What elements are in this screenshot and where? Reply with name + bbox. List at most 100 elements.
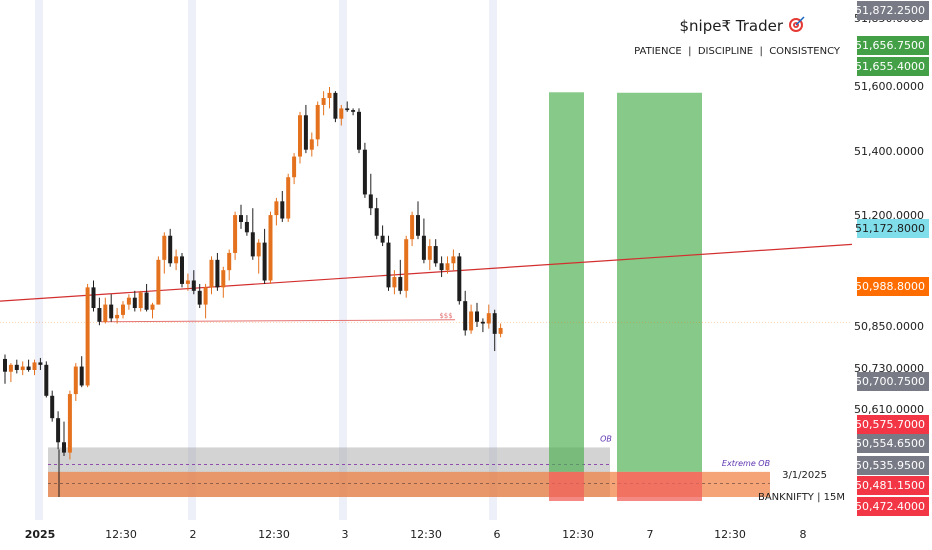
- info-symbol: BANKNIFTY | 15M: [758, 492, 845, 503]
- candle-body: [50, 395, 55, 419]
- price-tag-label: 50,700.7500: [855, 375, 925, 388]
- x-tick-label: 3: [342, 528, 349, 541]
- price-tag-label: 50,481.1500: [855, 479, 925, 492]
- candle-body: [180, 256, 184, 284]
- price-tag-label: 50,472.4000: [855, 500, 925, 513]
- candle-body: [380, 235, 385, 243]
- candle-body: [115, 314, 120, 319]
- candle-body: [38, 362, 43, 365]
- info-date: 3/1/2025: [782, 470, 827, 481]
- candle-body: [398, 277, 403, 291]
- candle-body: [357, 111, 361, 150]
- y-tick-label: 50,730.0000: [854, 362, 924, 375]
- extreme-ob-label: Extreme OB: [722, 459, 770, 468]
- session-band: [188, 0, 196, 520]
- candle-body: [298, 115, 302, 157]
- candle-body: [333, 92, 338, 119]
- brand-title: $nipe₹ Trader: [679, 17, 783, 35]
- candles: [3, 87, 503, 460]
- candle-body: [44, 364, 49, 396]
- candle-body: [368, 194, 373, 209]
- candle-body: [79, 366, 84, 386]
- candle-body: [427, 246, 432, 260]
- candle-body: [85, 287, 90, 386]
- candle-body: [73, 366, 78, 395]
- price-tag-label: 51,655.4000: [855, 60, 925, 73]
- price-axis[interactable]: 51,850.000051,600.000051,400.000051,200.…: [854, 1, 929, 516]
- candle-body: [374, 208, 379, 236]
- footer-info: 3/1/2025 BANKNIFTY | 15M: [758, 470, 845, 503]
- candle-body: [421, 235, 426, 260]
- candle-body: [14, 364, 19, 370]
- candle-body: [97, 308, 102, 322]
- x-tick-label: 12:30: [562, 528, 594, 541]
- price-tag-label: 50,535.9500: [855, 459, 925, 472]
- candle-body: [315, 104, 320, 140]
- candle-body: [56, 418, 61, 443]
- candle-body: [498, 327, 503, 334]
- y-tick-label: 51,400.0000: [854, 145, 924, 158]
- candle-body: [475, 311, 479, 322]
- candle-body: [215, 259, 220, 288]
- price-tag-bg: [857, 219, 929, 238]
- candle-body: [339, 108, 344, 119]
- price-tag-label: 51,172.8000: [855, 222, 925, 235]
- price-tag-bg: [857, 497, 929, 516]
- candle-body: [451, 256, 456, 264]
- candle-body: [32, 362, 37, 370]
- candle-body: [233, 215, 238, 253]
- candle-body: [197, 290, 202, 305]
- x-tick-label: 2: [190, 528, 197, 541]
- candle-body: [392, 277, 397, 288]
- x-tick-label: 12:30: [258, 528, 290, 541]
- candle-body: [103, 304, 108, 322]
- candle-body: [439, 263, 444, 271]
- y-tick-label: 51,600.0000: [854, 80, 924, 93]
- x-tick-label: 6: [494, 528, 501, 541]
- liquidity-label: $$$: [439, 312, 452, 320]
- candle-body: [132, 297, 137, 309]
- price-tag-label: 50,988.8000: [855, 280, 925, 293]
- x-tick-label: 12:30: [714, 528, 746, 541]
- candle-body: [463, 301, 468, 331]
- candle-body: [156, 259, 161, 305]
- price-tag-bg: [857, 57, 929, 76]
- price-tag-bg: [857, 277, 929, 296]
- candle-body: [286, 177, 291, 219]
- session-band: [489, 0, 497, 520]
- candle-body: [138, 292, 143, 309]
- candle-body: [292, 156, 297, 178]
- candle-body: [209, 259, 214, 288]
- candle-body: [480, 321, 485, 324]
- candle-body: [26, 366, 31, 370]
- candle-body: [351, 110, 356, 112]
- target-box: [617, 92, 702, 472]
- candle-body: [91, 287, 96, 309]
- session-highlights: [35, 0, 497, 520]
- candle-body: [345, 108, 350, 111]
- price-tag-label: 50,554.6500: [855, 437, 925, 450]
- target-icon: [789, 16, 805, 32]
- stop-box: [617, 471, 702, 502]
- y-tick-label: 50,850.0000: [854, 320, 924, 333]
- stop-box: [549, 471, 584, 502]
- y-tick-label: 51,200.0000: [854, 209, 924, 222]
- candle-body: [492, 313, 497, 334]
- candle-body: [126, 297, 131, 305]
- candle-body: [191, 280, 196, 291]
- candle-body: [8, 364, 13, 372]
- candle-body: [227, 252, 232, 271]
- candle-body: [239, 215, 243, 222]
- candle-body: [168, 235, 173, 264]
- candle-body: [362, 149, 367, 195]
- target-box: [549, 92, 584, 472]
- price-tag-label: 51,872.2500: [855, 4, 925, 17]
- time-axis[interactable]: 2025 12:30 2 12:30 3 12:30 6 12:30 7 12:30 8: [25, 528, 807, 541]
- candle-body: [62, 442, 66, 453]
- liquidity-line: [100, 319, 456, 323]
- candle-body: [256, 242, 261, 257]
- candle-body: [244, 221, 249, 233]
- candle-body: [162, 235, 167, 260]
- candle-body: [150, 304, 155, 310]
